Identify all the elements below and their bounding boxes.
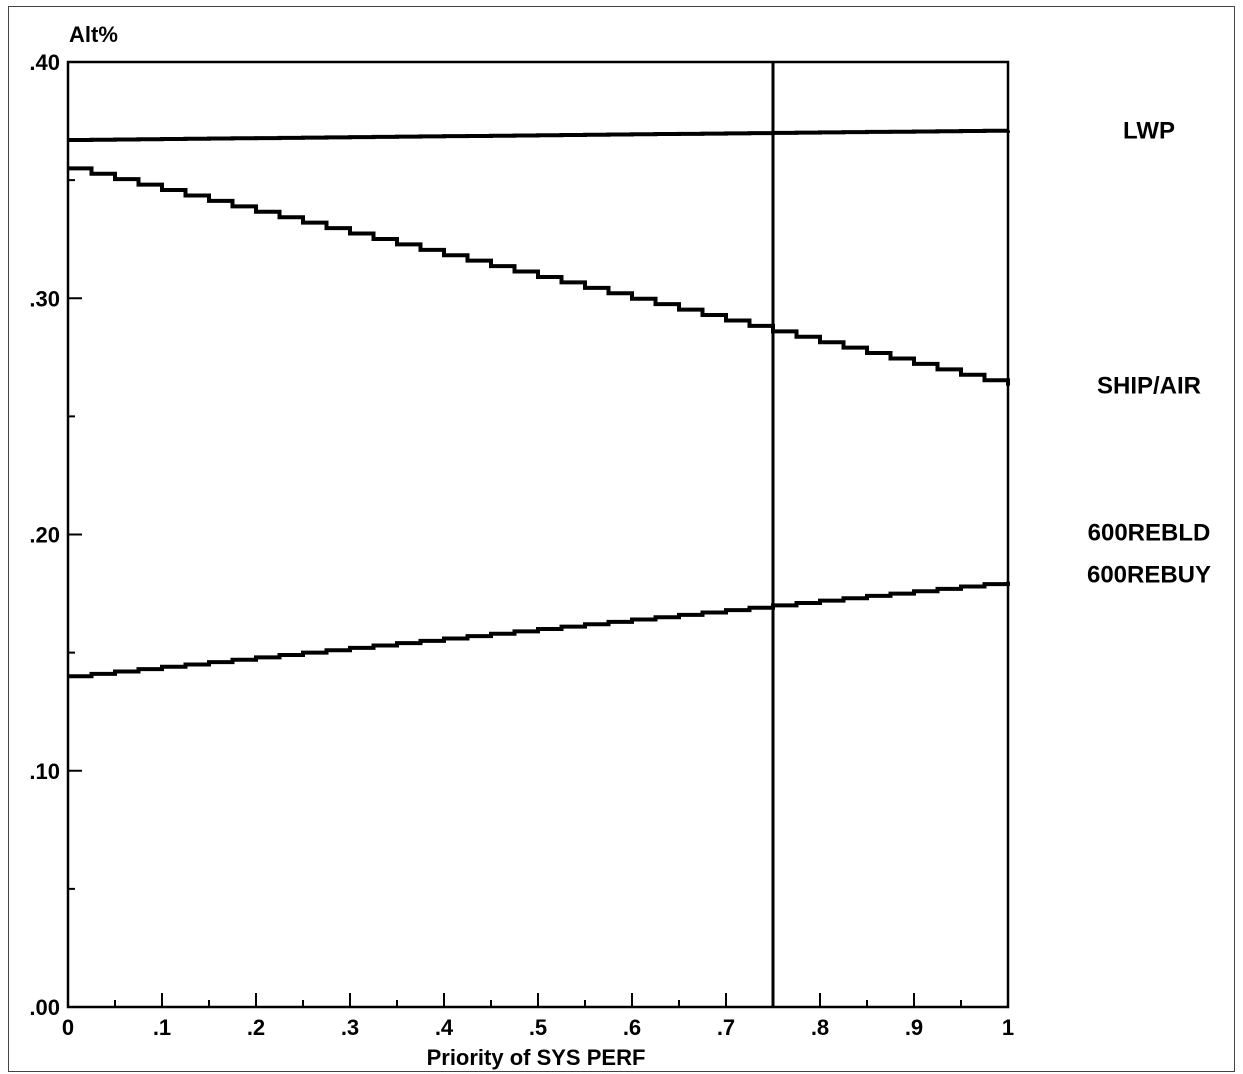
x-tick-label: .3 [341,1015,359,1040]
y-tick-label: .10 [29,759,60,784]
x-axis-title: Priority of SYS PERF [427,1045,646,1070]
series-line-600rebld [68,581,1010,679]
y-tick-label: .30 [29,286,60,311]
x-tick-label: .7 [717,1015,735,1040]
x-tick-label: .8 [811,1015,829,1040]
x-tick-label: .4 [435,1015,454,1040]
series-label-ship-air: SHIP/AIR [1097,373,1201,400]
chart-svg: Alt% Priority of SYS PERF 0 .1 .2 .3 .4 .5 .6.… [29,22,1211,1070]
x-tick-label: .2 [247,1015,265,1040]
series-label-600rebld: 600REBLD [1088,520,1211,547]
y-axis-title: Alt% [69,22,118,47]
chart-frame: Alt% Priority of SYS PERF 0 .1 .2 .3 .4 .5 .6.… [8,6,1235,1072]
x-tick-label: .5 [529,1015,547,1040]
x-tick-label: .9 [905,1015,923,1040]
plot-border [66,60,1010,1009]
y-tick-label: .20 [29,523,60,548]
y-tick-label: .40 [29,50,60,75]
series-label-600rebuy: 600REBUY [1087,562,1211,589]
x-tick-label: .6 [623,1015,641,1040]
series-line-ship-air [68,166,1010,386]
series-label-lwp: LWP [1123,118,1175,145]
y-tick-label: .00 [29,995,60,1020]
x-tick-label: .1 [153,1015,171,1040]
x-tick-label: 0 [62,1015,74,1040]
x-tick-label: 1 [1002,1015,1014,1040]
series-line-lwp [68,128,1010,142]
